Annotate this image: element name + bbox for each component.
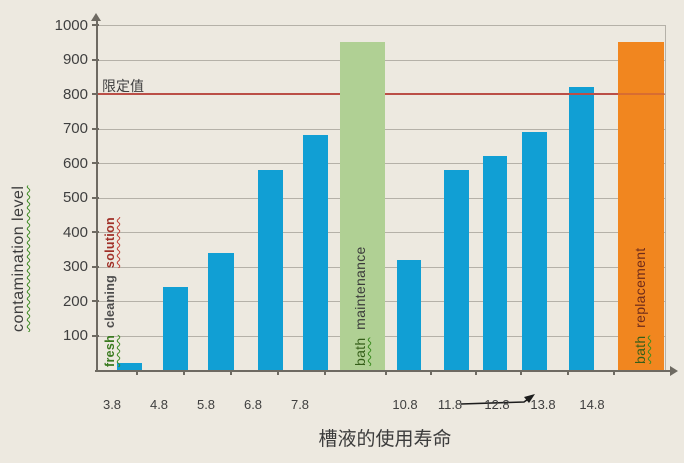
y-tick-800 — [92, 93, 99, 95]
y-tick-label-600: 600 — [62, 154, 88, 172]
y-tick-100 — [92, 334, 99, 337]
y-tick-600 — [92, 162, 99, 164]
x-tick-label-13.8: 13.8 — [530, 397, 556, 412]
x-axis-title: 槽液的使用寿命 — [318, 429, 452, 450]
x-tick-label-3.8: 3.8 — [102, 397, 122, 412]
label-bath-replacement-word-bath: bath — [632, 335, 648, 364]
x-tick-label-4.8: 4.8 — [149, 397, 169, 412]
bar-4.8 — [163, 287, 188, 370]
y-tick-label-400: 400 — [62, 223, 88, 241]
y-axis-line — [96, 20, 98, 372]
limit-line-mid — [385, 93, 618, 95]
label-bath-replacement: bath replacement — [632, 248, 648, 364]
x-tick-5 — [385, 370, 387, 375]
y-tick-label-1000: 1000 — [54, 16, 88, 34]
y-tick-300 — [92, 265, 99, 268]
bar-5.8 — [208, 252, 234, 370]
y-tick-label-700: 700 — [62, 120, 88, 137]
plot-border-right — [665, 25, 666, 370]
annotation-fresh-cleaning-solution-word-solution: solution — [103, 217, 117, 269]
y-tick-label-200: 200 — [62, 292, 88, 310]
bar-13.8 — [522, 132, 547, 370]
annotation-fresh-cleaning-solution-word-fresh: fresh — [103, 334, 117, 367]
y-tick-label-300: 300 — [62, 258, 88, 275]
x-tick-1 — [183, 370, 185, 375]
label-bath-maintenance-word-bath: bath — [352, 337, 368, 366]
y-tick-200 — [92, 300, 99, 302]
x-tick-label-14.8: 14.8 — [579, 397, 605, 412]
gridline-1000 — [97, 25, 665, 26]
y-tick-label-800: 800 — [62, 85, 88, 103]
bar-bath-maintenance — [339, 42, 385, 371]
x-tick-10 — [613, 370, 615, 375]
y-tick-700 — [92, 127, 99, 130]
limit-line-over-orange — [618, 93, 665, 95]
limit-line-left — [97, 93, 340, 95]
x-tick-label-10.8: 10.8 — [392, 397, 418, 412]
y-tick-label-500: 500 — [62, 189, 88, 206]
y-axis-arrow-icon — [91, 13, 101, 21]
x-tick-3 — [277, 370, 279, 375]
x-tick-label-6.8: 6.8 — [243, 397, 263, 412]
x-axis-arrow-icon — [670, 366, 678, 376]
y-tick-500 — [92, 196, 99, 199]
y-tick-1000 — [92, 24, 99, 26]
x-tick-2 — [230, 370, 232, 375]
x-tick-8 — [520, 370, 522, 375]
x-tick-0 — [136, 370, 138, 375]
x-tick-4 — [324, 370, 326, 375]
label-bath-maintenance: bath maintenance — [352, 246, 368, 366]
bar-11.8 — [444, 169, 469, 370]
y-axis-title: contamination level — [10, 185, 27, 332]
strikethrough-arrow-annotation — [460, 394, 535, 405]
y-tick-label-100: 100 — [62, 327, 88, 344]
x-tick-6 — [430, 370, 432, 375]
y-tick-400 — [92, 231, 99, 233]
x-tick-label-7.8: 7.8 — [290, 397, 310, 412]
bar-6.8 — [258, 169, 283, 370]
bar-7.8 — [303, 135, 328, 370]
x-tick-7 — [475, 370, 477, 375]
annotation-fresh-cleaning-solution-word-cleaning: cleaning — [103, 274, 117, 329]
x-axis-line — [95, 370, 672, 372]
bar-14.8 — [569, 87, 594, 370]
bar-10.8 — [397, 259, 421, 370]
label-bath-maintenance-word-maintenance: maintenance — [352, 246, 368, 330]
label-bath-replacement-word-replacement: replacement — [632, 247, 648, 328]
x-tick-label-5.8: 5.8 — [196, 397, 216, 412]
bar-12.8 — [483, 156, 507, 370]
x-tick-label-12.8: 12.8 — [484, 397, 510, 412]
limit-line-label: 限定值 — [102, 78, 144, 94]
x-tick-9 — [567, 370, 569, 375]
x-tick-label-11.8: 11.8 — [437, 397, 463, 412]
y-tick-label-900: 900 — [62, 51, 88, 68]
bar-3.8 — [117, 363, 142, 370]
annotation-fresh-cleaning-solution: fresh cleaning solution — [103, 217, 117, 367]
bar-bath-replacement — [618, 42, 664, 371]
y-tick-900 — [92, 58, 99, 61]
